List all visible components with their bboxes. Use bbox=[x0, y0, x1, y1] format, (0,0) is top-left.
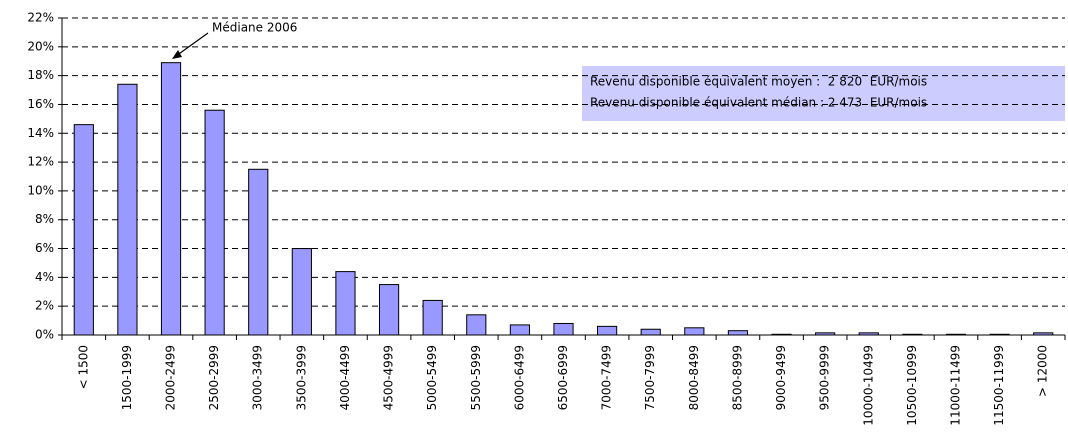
info-line: Revenu disponible équivalent médian : 2 … bbox=[590, 96, 927, 110]
bar bbox=[553, 322, 574, 336]
x-tick-label: 7000-7499 bbox=[600, 345, 614, 410]
x-tick-label: 3000-3499 bbox=[251, 345, 265, 410]
x-tick-label: 2000-2499 bbox=[164, 345, 178, 410]
y-tick-label: 0% bbox=[35, 328, 54, 342]
bar bbox=[117, 83, 138, 336]
x-tick-label: 5000-5499 bbox=[425, 345, 439, 410]
y-tick-label: 10% bbox=[27, 183, 54, 197]
y-tick-label: 2% bbox=[35, 299, 54, 313]
y-tick-label: 22% bbox=[27, 11, 54, 25]
x-tick-label: 4500-4999 bbox=[382, 345, 396, 410]
annotation-arrow bbox=[175, 32, 209, 57]
x-tick-label: 11000-11499 bbox=[948, 345, 962, 426]
x-tick-label: 10500-10999 bbox=[905, 345, 919, 426]
bar bbox=[422, 299, 443, 336]
x-tick-label: 10000-10499 bbox=[861, 345, 875, 426]
bar bbox=[640, 328, 661, 336]
x-tick-label: 3500-3999 bbox=[294, 345, 308, 410]
bar bbox=[204, 109, 225, 336]
x-tick-label: > 12000 bbox=[1036, 345, 1050, 397]
y-tick-label: 20% bbox=[27, 39, 54, 53]
bar bbox=[945, 333, 967, 336]
bar bbox=[73, 124, 94, 336]
bar bbox=[815, 332, 836, 336]
x-tick-label: 6500-6999 bbox=[556, 345, 570, 410]
x-tick-label: 2500-2999 bbox=[207, 345, 221, 410]
bar bbox=[597, 325, 618, 336]
bar bbox=[771, 333, 792, 336]
x-tick-label: 8500-8999 bbox=[730, 345, 744, 410]
x-tick-label: 9000-9499 bbox=[774, 345, 788, 410]
annotation: Médiane 2006 bbox=[212, 21, 297, 35]
info-line: Revenu disponible équivalent moyen : 2 8… bbox=[590, 75, 927, 89]
y-tick-label: 16% bbox=[27, 97, 54, 111]
bar bbox=[902, 333, 923, 336]
bar bbox=[989, 333, 1010, 336]
bar bbox=[858, 332, 879, 336]
bar bbox=[335, 271, 356, 336]
y-tick-label: 14% bbox=[27, 126, 54, 140]
bar bbox=[248, 168, 269, 336]
x-tick-label: 5500-5999 bbox=[469, 345, 483, 410]
bar bbox=[727, 330, 749, 336]
bar bbox=[378, 284, 400, 336]
x-tick-label: 11500-11999 bbox=[992, 345, 1006, 426]
bar bbox=[1033, 332, 1054, 336]
x-tick-label: 9500-9999 bbox=[818, 345, 832, 410]
y-tick-label: 6% bbox=[35, 241, 54, 255]
bar bbox=[684, 327, 705, 336]
x-tick-label: 4000-4499 bbox=[338, 345, 352, 410]
bar bbox=[160, 62, 182, 336]
bar bbox=[466, 314, 487, 336]
bar bbox=[509, 324, 530, 336]
x-tick-label: 7500-7999 bbox=[643, 345, 657, 410]
arrow-head bbox=[172, 50, 182, 59]
y-tick-label: 4% bbox=[35, 270, 54, 284]
y-tick-label: 18% bbox=[27, 68, 54, 82]
x-tick-label: 8000-8499 bbox=[687, 345, 701, 410]
bar bbox=[291, 248, 312, 336]
y-tick-label: 12% bbox=[27, 155, 54, 169]
x-tick-label: 6000-6499 bbox=[512, 345, 526, 410]
x-tick-label: 1500-1999 bbox=[120, 345, 134, 410]
y-tick-label: 8% bbox=[35, 212, 54, 226]
x-tick-label: < 1500 bbox=[76, 345, 90, 389]
